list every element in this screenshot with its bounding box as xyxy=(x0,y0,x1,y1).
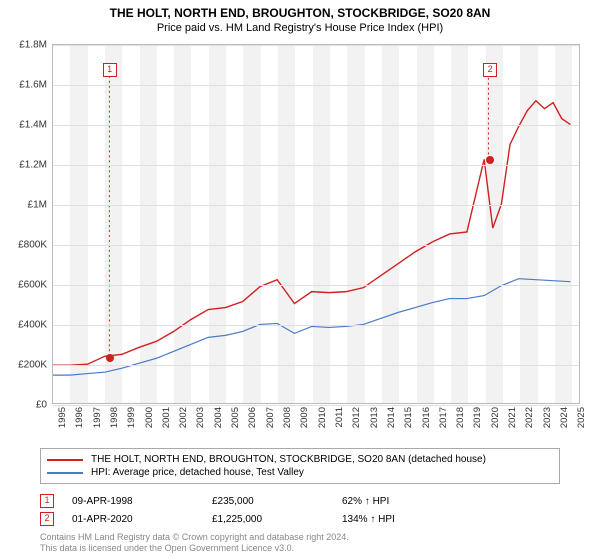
x-axis-label: 2010 xyxy=(313,403,328,428)
y-axis-label: £400K xyxy=(18,320,53,331)
legend-item: HPI: Average price, detached house, Test… xyxy=(47,466,553,479)
x-axis-label: 2012 xyxy=(347,403,362,428)
gridline xyxy=(53,45,579,46)
gridline xyxy=(53,85,579,86)
chart-lines xyxy=(53,45,579,403)
event-list: 1 09-APR-1998£235,00062% ↑ HPI 2 01-APR-202… xyxy=(40,492,560,528)
event-price: £235,000 xyxy=(212,496,342,507)
y-axis-label: £1.8M xyxy=(19,40,53,51)
x-axis-label: 2023 xyxy=(538,403,553,428)
x-axis-label: 1995 xyxy=(53,403,68,428)
x-axis-label: 2024 xyxy=(555,403,570,428)
y-axis-label: £0 xyxy=(36,400,53,411)
marker-dot xyxy=(486,156,494,164)
x-axis-label: 2025 xyxy=(572,403,587,428)
event-pct: 62% ↑ HPI xyxy=(342,496,389,507)
x-axis-label: 2013 xyxy=(365,403,380,428)
x-axis-label: 2014 xyxy=(382,403,397,428)
x-axis-label: 2015 xyxy=(399,403,414,428)
x-axis-label: 2002 xyxy=(174,403,189,428)
event-date: 09-APR-1998 xyxy=(72,496,212,507)
x-axis-label: 2003 xyxy=(191,403,206,428)
y-axis-label: £1.2M xyxy=(19,160,53,171)
gridline xyxy=(53,245,579,246)
y-axis-label: £1.6M xyxy=(19,80,53,91)
y-axis-label: £800K xyxy=(18,240,53,251)
event-pct: 134% ↑ HPI xyxy=(342,514,395,525)
legend-swatch xyxy=(47,472,83,474)
event-row: 1 09-APR-1998£235,00062% ↑ HPI xyxy=(40,492,560,510)
x-axis-label: 2000 xyxy=(140,403,155,428)
x-axis-label: 2018 xyxy=(451,403,466,428)
page-title: THE HOLT, NORTH END, BROUGHTON, STOCKBRI… xyxy=(0,0,600,20)
x-axis-label: 2009 xyxy=(295,403,310,428)
chart: £0£200K£400K£600K£800K£1M£1.2M£1.4M£1.6M… xyxy=(52,44,580,404)
x-axis-label: 2008 xyxy=(278,403,293,428)
legend-label: HPI: Average price, detached house, Test… xyxy=(91,467,304,478)
gridline xyxy=(53,125,579,126)
legend-label: THE HOLT, NORTH END, BROUGHTON, STOCKBRI… xyxy=(91,454,486,465)
gridline xyxy=(53,205,579,206)
gridline xyxy=(53,325,579,326)
x-axis-label: 2021 xyxy=(503,403,518,428)
x-axis-label: 1996 xyxy=(70,403,85,428)
x-axis-label: 1997 xyxy=(88,403,103,428)
y-axis-label: £600K xyxy=(18,280,53,291)
x-axis-label: 2001 xyxy=(157,403,172,428)
page-subtitle: Price paid vs. HM Land Registry's House … xyxy=(0,20,600,38)
x-axis-label: 2017 xyxy=(434,403,449,428)
x-axis-label: 2020 xyxy=(486,403,501,428)
x-axis-label: 2004 xyxy=(209,403,224,428)
event-row: 2 01-APR-2020£1,225,000134% ↑ HPI xyxy=(40,510,560,528)
marker-dot xyxy=(106,354,114,362)
event-price: £1,225,000 xyxy=(212,514,342,525)
footer-attribution: Contains HM Land Registry data © Crown c… xyxy=(40,532,560,554)
x-axis-label: 2022 xyxy=(520,403,535,428)
footer-line: This data is licensed under the Open Gov… xyxy=(40,543,560,554)
event-date: 01-APR-2020 xyxy=(72,514,212,525)
y-axis-label: £1.4M xyxy=(19,120,53,131)
plot-area: £0£200K£400K£600K£800K£1M£1.2M£1.4M£1.6M… xyxy=(52,44,580,404)
marker-box: 2 xyxy=(483,63,497,77)
legend-item: THE HOLT, NORTH END, BROUGHTON, STOCKBRI… xyxy=(47,453,553,466)
x-axis-label: 2005 xyxy=(226,403,241,428)
x-axis-label: 2016 xyxy=(417,403,432,428)
gridline xyxy=(53,285,579,286)
gridline xyxy=(53,165,579,166)
legend-swatch xyxy=(47,459,83,461)
marker-box: 1 xyxy=(103,63,117,77)
legend: THE HOLT, NORTH END, BROUGHTON, STOCKBRI… xyxy=(40,448,560,484)
x-axis-label: 2019 xyxy=(468,403,483,428)
gridline xyxy=(53,365,579,366)
footer-line: Contains HM Land Registry data © Crown c… xyxy=(40,532,560,543)
x-axis-label: 1999 xyxy=(122,403,137,428)
series-line xyxy=(53,279,570,375)
x-axis-label: 2007 xyxy=(261,403,276,428)
y-axis-label: £1M xyxy=(28,200,53,211)
x-axis-label: 2011 xyxy=(330,403,345,427)
x-axis-label: 1998 xyxy=(105,403,120,428)
event-marker: 1 xyxy=(40,494,54,508)
x-axis-label: 2006 xyxy=(243,403,258,428)
event-marker: 2 xyxy=(40,512,54,526)
y-axis-label: £200K xyxy=(18,360,53,371)
